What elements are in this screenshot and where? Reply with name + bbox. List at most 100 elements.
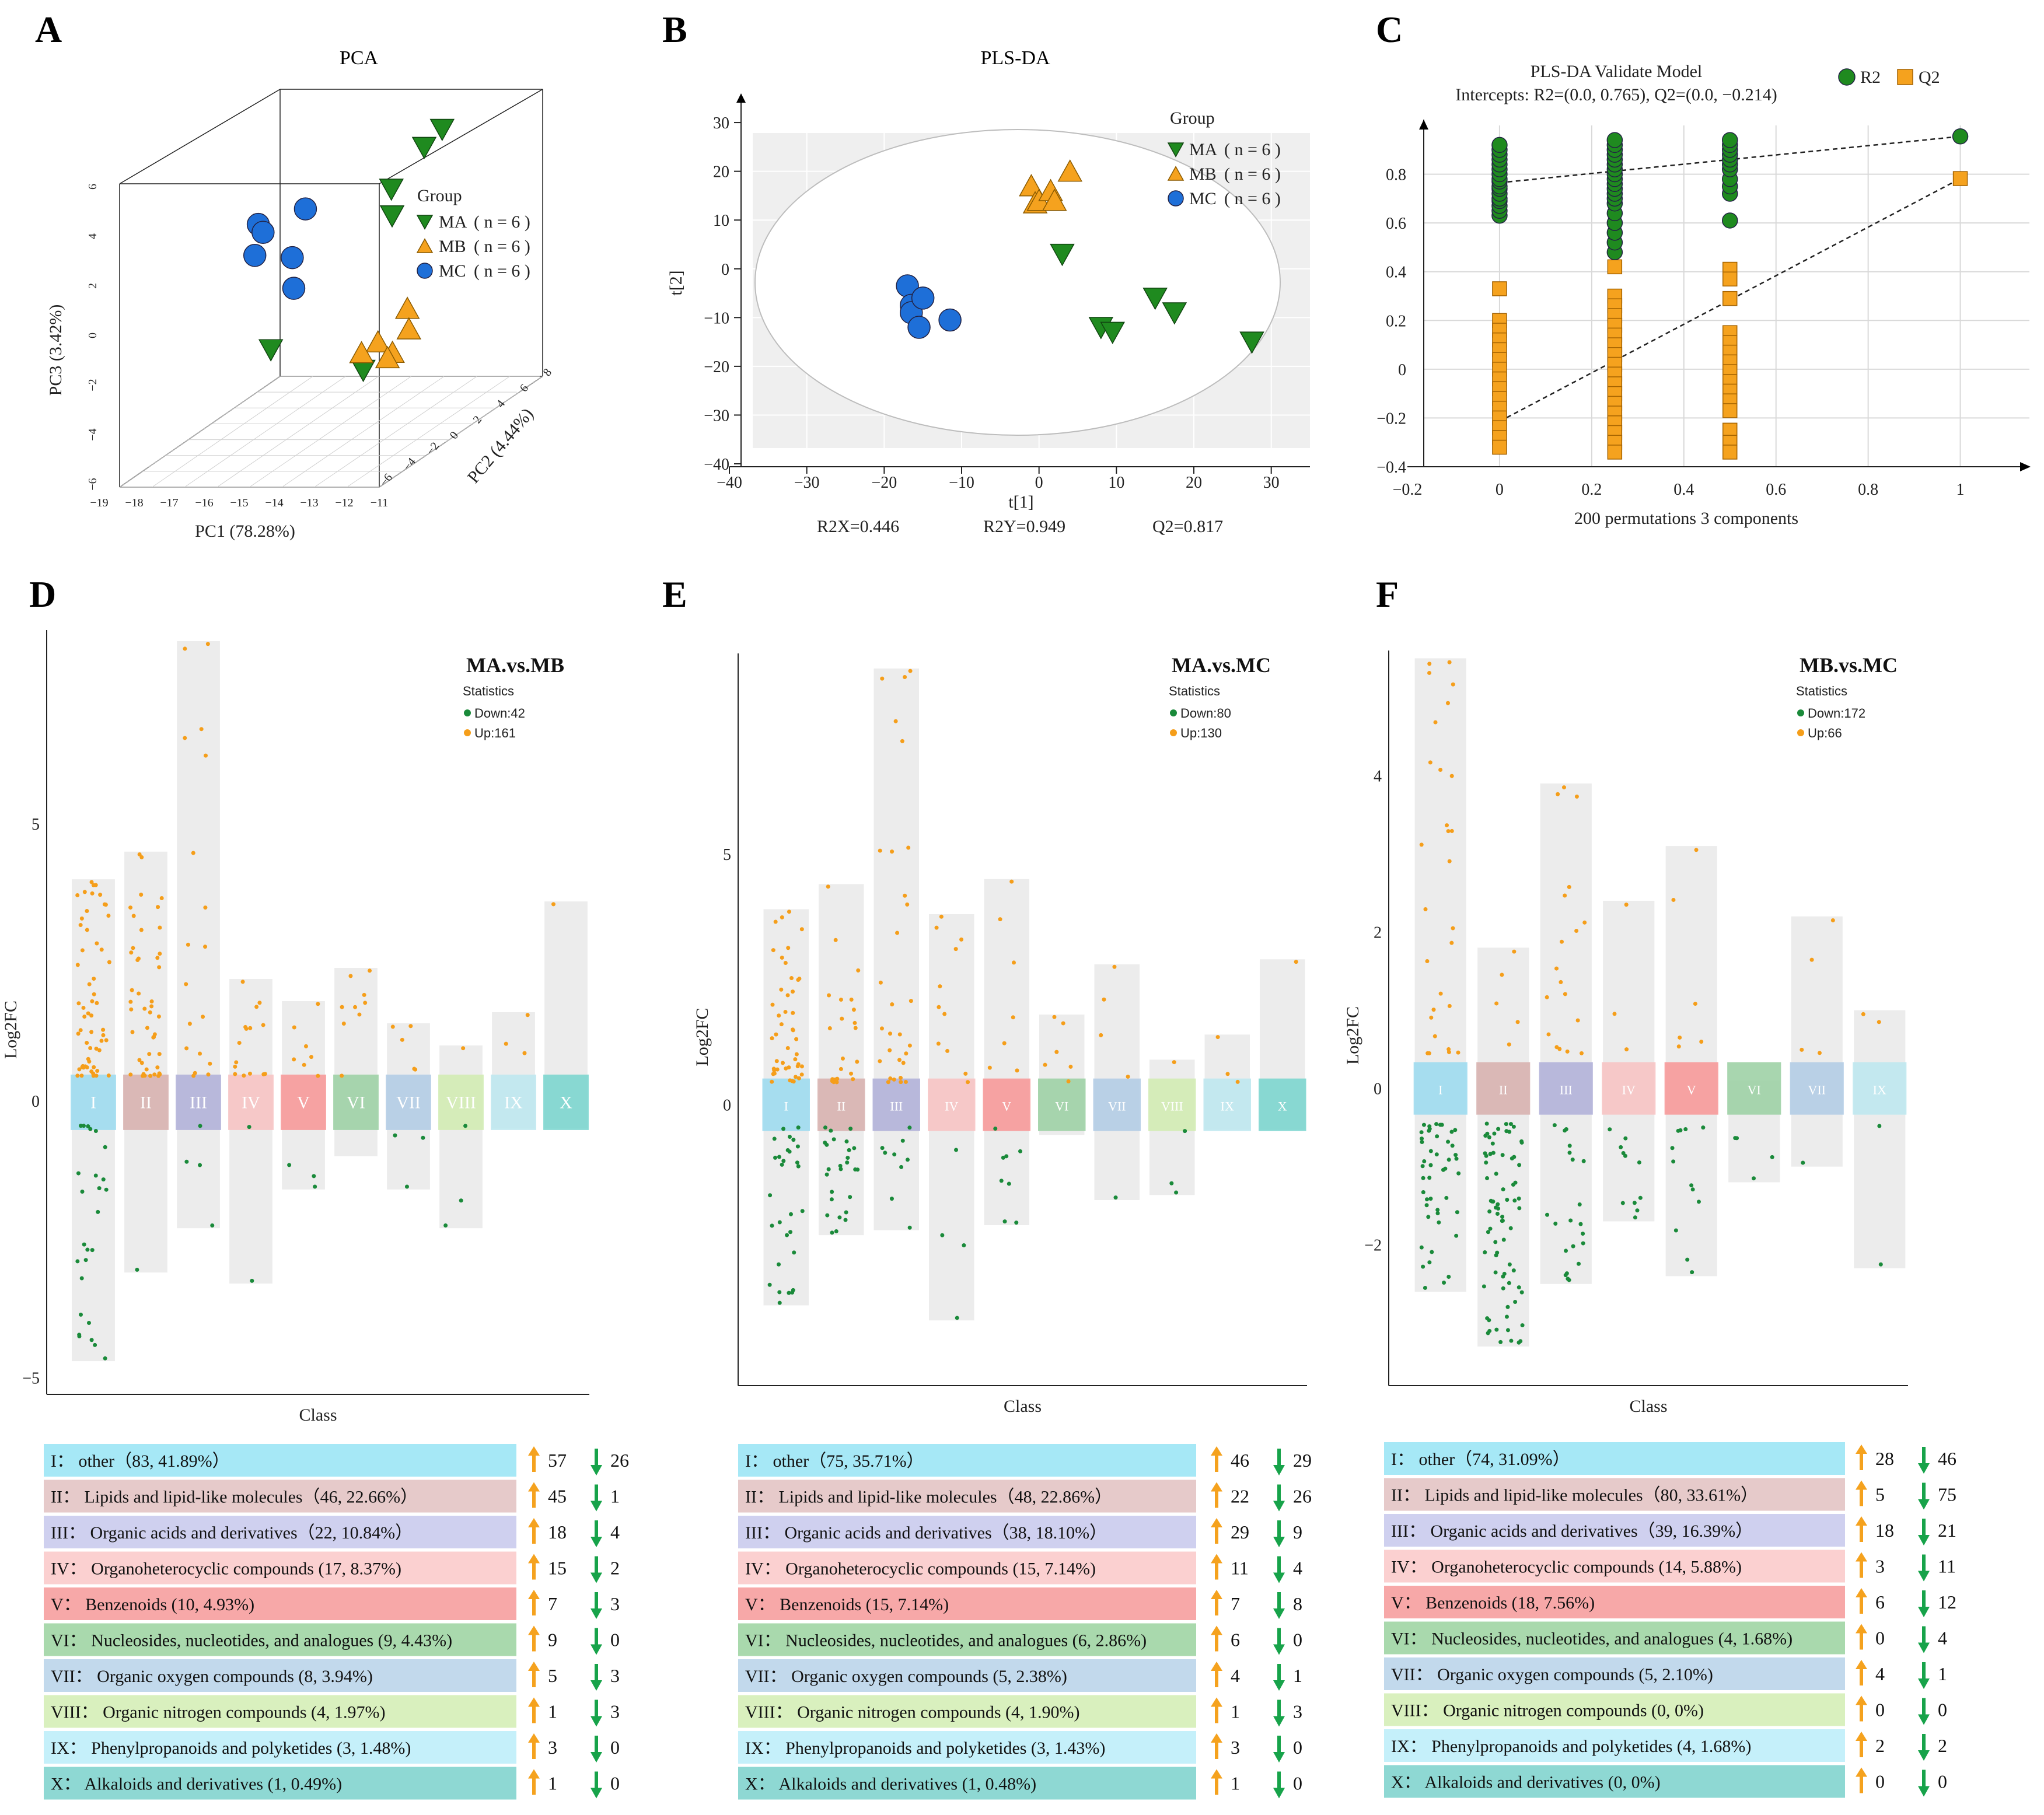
down-count: 12 (1938, 1592, 1956, 1613)
down-metabolite-point (1486, 1230, 1490, 1235)
legend-marker-ma (1167, 142, 1185, 158)
down-arrow-head-icon (1918, 1714, 1930, 1725)
down-metabolite-point (768, 1193, 773, 1198)
up-metabolite-point (292, 1025, 296, 1030)
up-metabolite-point (99, 1038, 104, 1043)
up-count: 3 (548, 1737, 557, 1758)
up-metabolite-point (1456, 1050, 1461, 1055)
r2-point (1721, 132, 1738, 148)
up-metabolite-point (101, 1033, 106, 1037)
down-metabolite-point (1482, 1284, 1486, 1289)
y-tick-label: 0 (32, 1093, 40, 1111)
up-metabolite-point (292, 1057, 296, 1062)
down-metabolite-point (1690, 1187, 1695, 1192)
up-metabolite-point (998, 917, 1002, 922)
plsda-point-ma (1100, 321, 1125, 344)
class-range-column (984, 879, 1029, 1225)
up-metabolite-point (788, 1078, 792, 1083)
class-range-column (177, 641, 220, 1229)
up-metabolite-point (191, 1073, 196, 1078)
down-metabolite-point (463, 1124, 468, 1128)
statistics-title: Statistics (1169, 684, 1220, 698)
down-metabolite-point (459, 1198, 463, 1203)
up-metabolite-point (1423, 907, 1428, 912)
down-metabolite-point (1621, 1151, 1626, 1156)
class-band-vii (1790, 1062, 1844, 1115)
up-metabolite-point (901, 1061, 906, 1065)
up-metabolite-point (1624, 903, 1629, 907)
up-metabolite-point (1054, 1050, 1059, 1054)
down-metabolite-point (404, 1184, 409, 1189)
down-metabolite-point (1421, 1190, 1425, 1194)
down-metabolite-point (1446, 1157, 1451, 1162)
down-metabolite-point (800, 1209, 805, 1214)
down-metabolite-point (1485, 1176, 1490, 1181)
up-count: 29 (1231, 1522, 1249, 1543)
legend-label: Q2 (1919, 68, 1940, 87)
down-metabolite-point (1424, 1203, 1429, 1208)
up-metabolite-point (129, 950, 134, 955)
up-metabolite-point (400, 1037, 404, 1042)
down-count: 3 (610, 1593, 620, 1614)
down-arrow-head-icon (591, 1680, 602, 1691)
down-metabolite-point (823, 1125, 827, 1130)
down-metabolite-point (1014, 1221, 1019, 1225)
up-metabolite-point (903, 893, 907, 898)
up-metabolite-point (771, 1066, 776, 1071)
up-metabolite-point (1507, 1042, 1511, 1047)
down-arrow-head-icon (1918, 1499, 1930, 1510)
class-range-column (229, 979, 272, 1284)
down-metabolite-point (79, 1276, 84, 1281)
up-metabolite-point (302, 1062, 306, 1067)
down-metabolite-point (1501, 1286, 1505, 1291)
up-metabolite-point (890, 849, 895, 854)
up-metabolite-point (899, 1080, 903, 1085)
up-metabolite-point (1575, 1018, 1580, 1023)
down-metabolite-point (1113, 1195, 1118, 1200)
up-metabolite-point (785, 993, 790, 998)
down-metabolite-point (790, 1290, 795, 1295)
legend-marker-r2 (1838, 68, 1856, 86)
up-metabolite-point (240, 980, 245, 984)
up-arrow-head-icon (1211, 1662, 1222, 1671)
up-metabolite-point (316, 1002, 320, 1006)
z-tick-label: −4 (86, 428, 99, 440)
up-metabolite-point (945, 1048, 950, 1053)
up-metabolite-point (316, 1073, 320, 1078)
pca-point-mb (396, 317, 422, 340)
class-band-ix (1853, 1062, 1907, 1115)
down-metabolite-point (1174, 1190, 1179, 1195)
up-metabolite-point (1012, 960, 1016, 965)
down-metabolite-point (1733, 1136, 1738, 1141)
class-band-ix (491, 1074, 536, 1130)
up-metabolite-point (340, 1005, 344, 1009)
down-metabolite-point (1689, 1183, 1694, 1188)
up-metabolite-point (1126, 1074, 1130, 1079)
up-metabolite-point (106, 913, 111, 918)
down-metabolite-point (993, 1126, 998, 1131)
down-legend-label: Down:80 (1180, 706, 1231, 721)
class-legend-label: II： Lipids and lipid-like molecules（80, … (1391, 1486, 1758, 1505)
down-metabolite-point (1500, 1218, 1505, 1223)
down-metabolite-point (443, 1223, 448, 1228)
y-tick-label: 0 (721, 261, 729, 279)
down-metabolite-point (104, 1187, 109, 1192)
pca-point-ma (379, 179, 404, 201)
down-metabolite-point (1504, 1314, 1509, 1319)
down-metabolite-point (1511, 1124, 1516, 1129)
up-metabolite-point (75, 893, 80, 897)
legend-marker-mc (417, 263, 433, 279)
down-legend-label: Down:42 (474, 706, 525, 721)
up-count: 1 (1231, 1701, 1240, 1722)
up-metabolite-point (1447, 859, 1452, 863)
down-metabolite-point (770, 1223, 774, 1228)
up-metabolite-point (77, 1067, 82, 1072)
up-arrow-head-icon (1856, 1552, 1867, 1562)
up-metabolite-point (357, 1012, 362, 1017)
down-metabolite-point (76, 1171, 81, 1176)
class-legend-row (1384, 1550, 1845, 1583)
up-metabolite-point (770, 1036, 774, 1041)
class-legend-label: III： Organic acids and derivatives（39, 1… (1391, 1522, 1753, 1541)
